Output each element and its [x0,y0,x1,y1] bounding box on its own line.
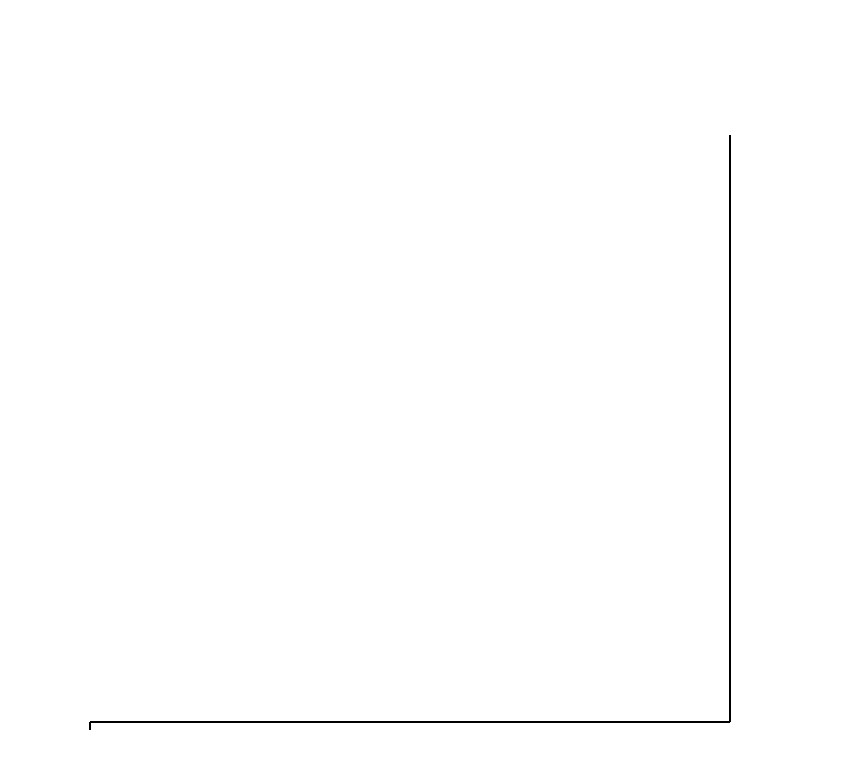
chart-svg [0,0,850,764]
chart-container [0,0,850,764]
